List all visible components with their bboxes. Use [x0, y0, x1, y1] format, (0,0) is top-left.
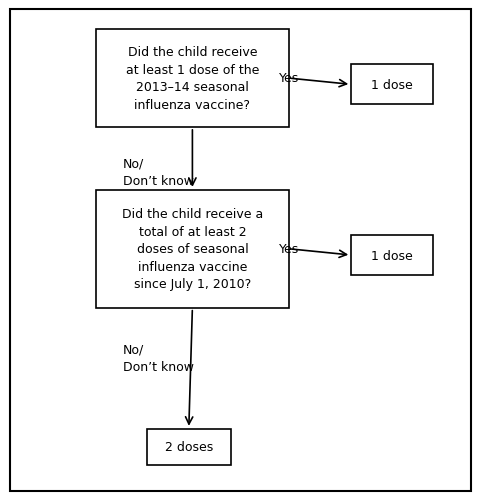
Text: No/
Don’t know: No/ Don’t know — [122, 158, 193, 188]
Text: Yes: Yes — [278, 72, 298, 85]
Bar — [350, 65, 432, 105]
Text: Yes: Yes — [278, 243, 298, 256]
Text: 1 dose: 1 dose — [371, 249, 412, 262]
Bar — [350, 235, 432, 276]
Bar — [96, 190, 288, 308]
Text: No/
Don’t know: No/ Don’t know — [122, 343, 193, 373]
Text: 2 doses: 2 doses — [164, 440, 213, 453]
Text: Did the child receive
at least 1 dose of the
2013–14 seasonal
influenza vaccine?: Did the child receive at least 1 dose of… — [125, 46, 259, 112]
Bar — [96, 30, 288, 128]
Text: Did the child receive a
total of at least 2
doses of seasonal
influenza vaccine
: Did the child receive a total of at leas… — [121, 208, 263, 291]
Text: 1 dose: 1 dose — [371, 79, 412, 92]
Bar — [146, 429, 230, 465]
